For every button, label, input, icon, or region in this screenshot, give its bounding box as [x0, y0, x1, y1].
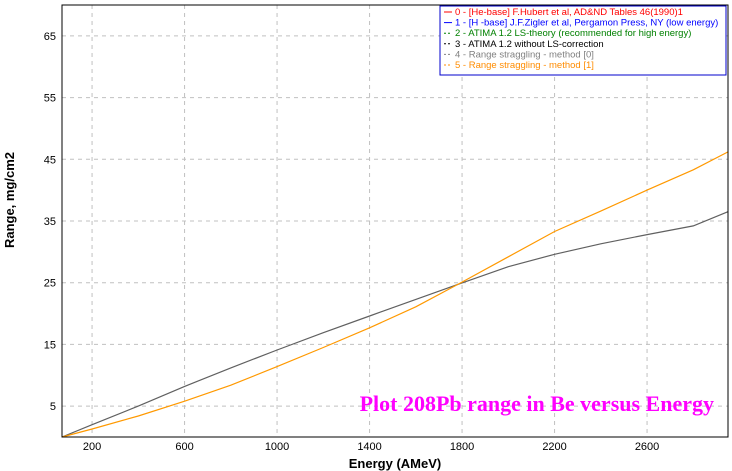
y-tick-label: 35	[44, 216, 56, 228]
plot-frame	[61, 4, 729, 438]
x-axis-label: Energy (AMeV)	[349, 456, 441, 471]
y-tick-label: 25	[44, 278, 56, 290]
x-tick-label: 1800	[450, 441, 474, 453]
x-tick-label: 1000	[265, 441, 289, 453]
legend-entry: 0 - [He-base] F.Hubert et al, AD&ND Tabl…	[455, 7, 683, 18]
y-tick-label: 5	[50, 401, 56, 413]
legend-box	[439, 5, 727, 76]
legend-entry: 5 - Range straggling - method [1]	[455, 60, 594, 71]
x-tick-label: 2200	[542, 441, 566, 453]
legend: 0 - [He-base] F.Hubert et al, AD&ND Tabl…	[439, 5, 727, 76]
x-tick-labels: 200 600 1000 1400 1800 2200 2600	[83, 441, 659, 453]
x-tick-label: 2600	[635, 441, 659, 453]
y-tick-labels: 5 15 25 35 45 55 65	[44, 31, 56, 413]
series-lines	[61, 151, 729, 438]
y-tick-label: 45	[44, 154, 56, 166]
legend-entry: 3 - ATIMA 1.2 without LS-correction	[455, 39, 604, 50]
series-line-1	[61, 151, 729, 438]
x-tick-label: 200	[83, 441, 101, 453]
y-tick-label: 65	[44, 31, 56, 43]
y-axis-label: Range, mg/cm2	[2, 152, 17, 248]
legend-entry: 1 - [H -base] J.F.Zigler et al, Pergamon…	[455, 18, 718, 29]
series-line-0	[61, 211, 729, 438]
y-tick-label: 15	[44, 339, 56, 351]
plot-annotation: Plot 208Pb range in Be versus Energy	[360, 391, 714, 416]
legend-entry: 4 - Range straggling - method [0]	[455, 49, 594, 60]
y-tick-label: 55	[44, 93, 56, 105]
x-tick-label: 1400	[357, 441, 381, 453]
legend-entry: 2 - ATIMA 1.2 LS-theory (recommended for…	[455, 28, 691, 39]
x-tick-label: 600	[175, 441, 193, 453]
